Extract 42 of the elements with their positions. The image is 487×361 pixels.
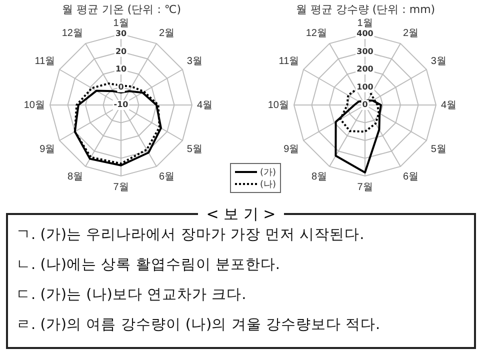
spoke-label: 9월 bbox=[284, 144, 300, 155]
y-tick-label: 300 bbox=[356, 46, 374, 56]
spoke-label: 10월 bbox=[268, 100, 289, 111]
spoke-label: 9월 bbox=[40, 144, 56, 155]
spoke-label: 5월 bbox=[430, 144, 446, 155]
text: ㄴ. (나)에는 상록 활엽수림이 분포한다. bbox=[16, 256, 280, 274]
spoke-label: 3월 bbox=[430, 56, 446, 67]
y-tick-label: 0 bbox=[118, 82, 124, 92]
text: ㄱ. (가)는 우리나라에서 장마가 가장 먼저 시작된다. bbox=[16, 226, 364, 244]
y-tick-label: 400 bbox=[356, 29, 374, 38]
text: ㄹ. (가)의 여름 강수량이 (나)의 겨울 강수량보다 적다. bbox=[16, 316, 380, 334]
y-tick-label: 20 bbox=[115, 46, 127, 56]
chart-title: 월 평균 기온 (단위 : ℃) bbox=[60, 2, 182, 17]
spoke-label: 6월 bbox=[159, 172, 175, 183]
spoke-label: 4월 bbox=[197, 100, 213, 111]
spoke-label: 2월 bbox=[159, 28, 175, 39]
spoke-label: 2월 bbox=[403, 28, 419, 39]
spoke-label: 8월 bbox=[311, 172, 327, 183]
spoke-label: 4월 bbox=[441, 100, 457, 111]
spoke-label: 5월 bbox=[186, 144, 202, 155]
y-tick-label: 0 bbox=[362, 100, 368, 110]
spoke-label: 6월 bbox=[403, 172, 419, 183]
chart-title: 월 평균 강수량 (단위 : mm) bbox=[294, 2, 436, 17]
spoke-label: 8월 bbox=[67, 172, 83, 183]
text: ㄷ. (가)는 (나)보다 연교차가 크다. bbox=[16, 286, 246, 304]
spoke-label: 1월 bbox=[357, 18, 373, 29]
spoke-label: 10월 bbox=[24, 100, 45, 111]
y-tick-label: 30 bbox=[115, 29, 127, 38]
spoke-label: 12월 bbox=[306, 28, 327, 39]
spoke-label: 3월 bbox=[186, 56, 202, 67]
spoke-label: 11월 bbox=[34, 56, 56, 67]
spoke-label: 12월 bbox=[62, 28, 83, 39]
spoke-label: 7월 bbox=[113, 182, 129, 193]
spoke-label: 1월 bbox=[113, 18, 129, 29]
legend-label: (가) bbox=[260, 166, 276, 178]
spoke-label: 7월 bbox=[357, 182, 373, 193]
spoke-label: 11월 bbox=[278, 56, 300, 67]
legend-label: (나) bbox=[260, 178, 276, 190]
y-tick-label: 200 bbox=[356, 64, 374, 74]
text: < 보 기 > bbox=[198, 205, 284, 223]
y-tick-label: 10 bbox=[115, 64, 127, 74]
y-tick-label: -10 bbox=[114, 100, 129, 110]
